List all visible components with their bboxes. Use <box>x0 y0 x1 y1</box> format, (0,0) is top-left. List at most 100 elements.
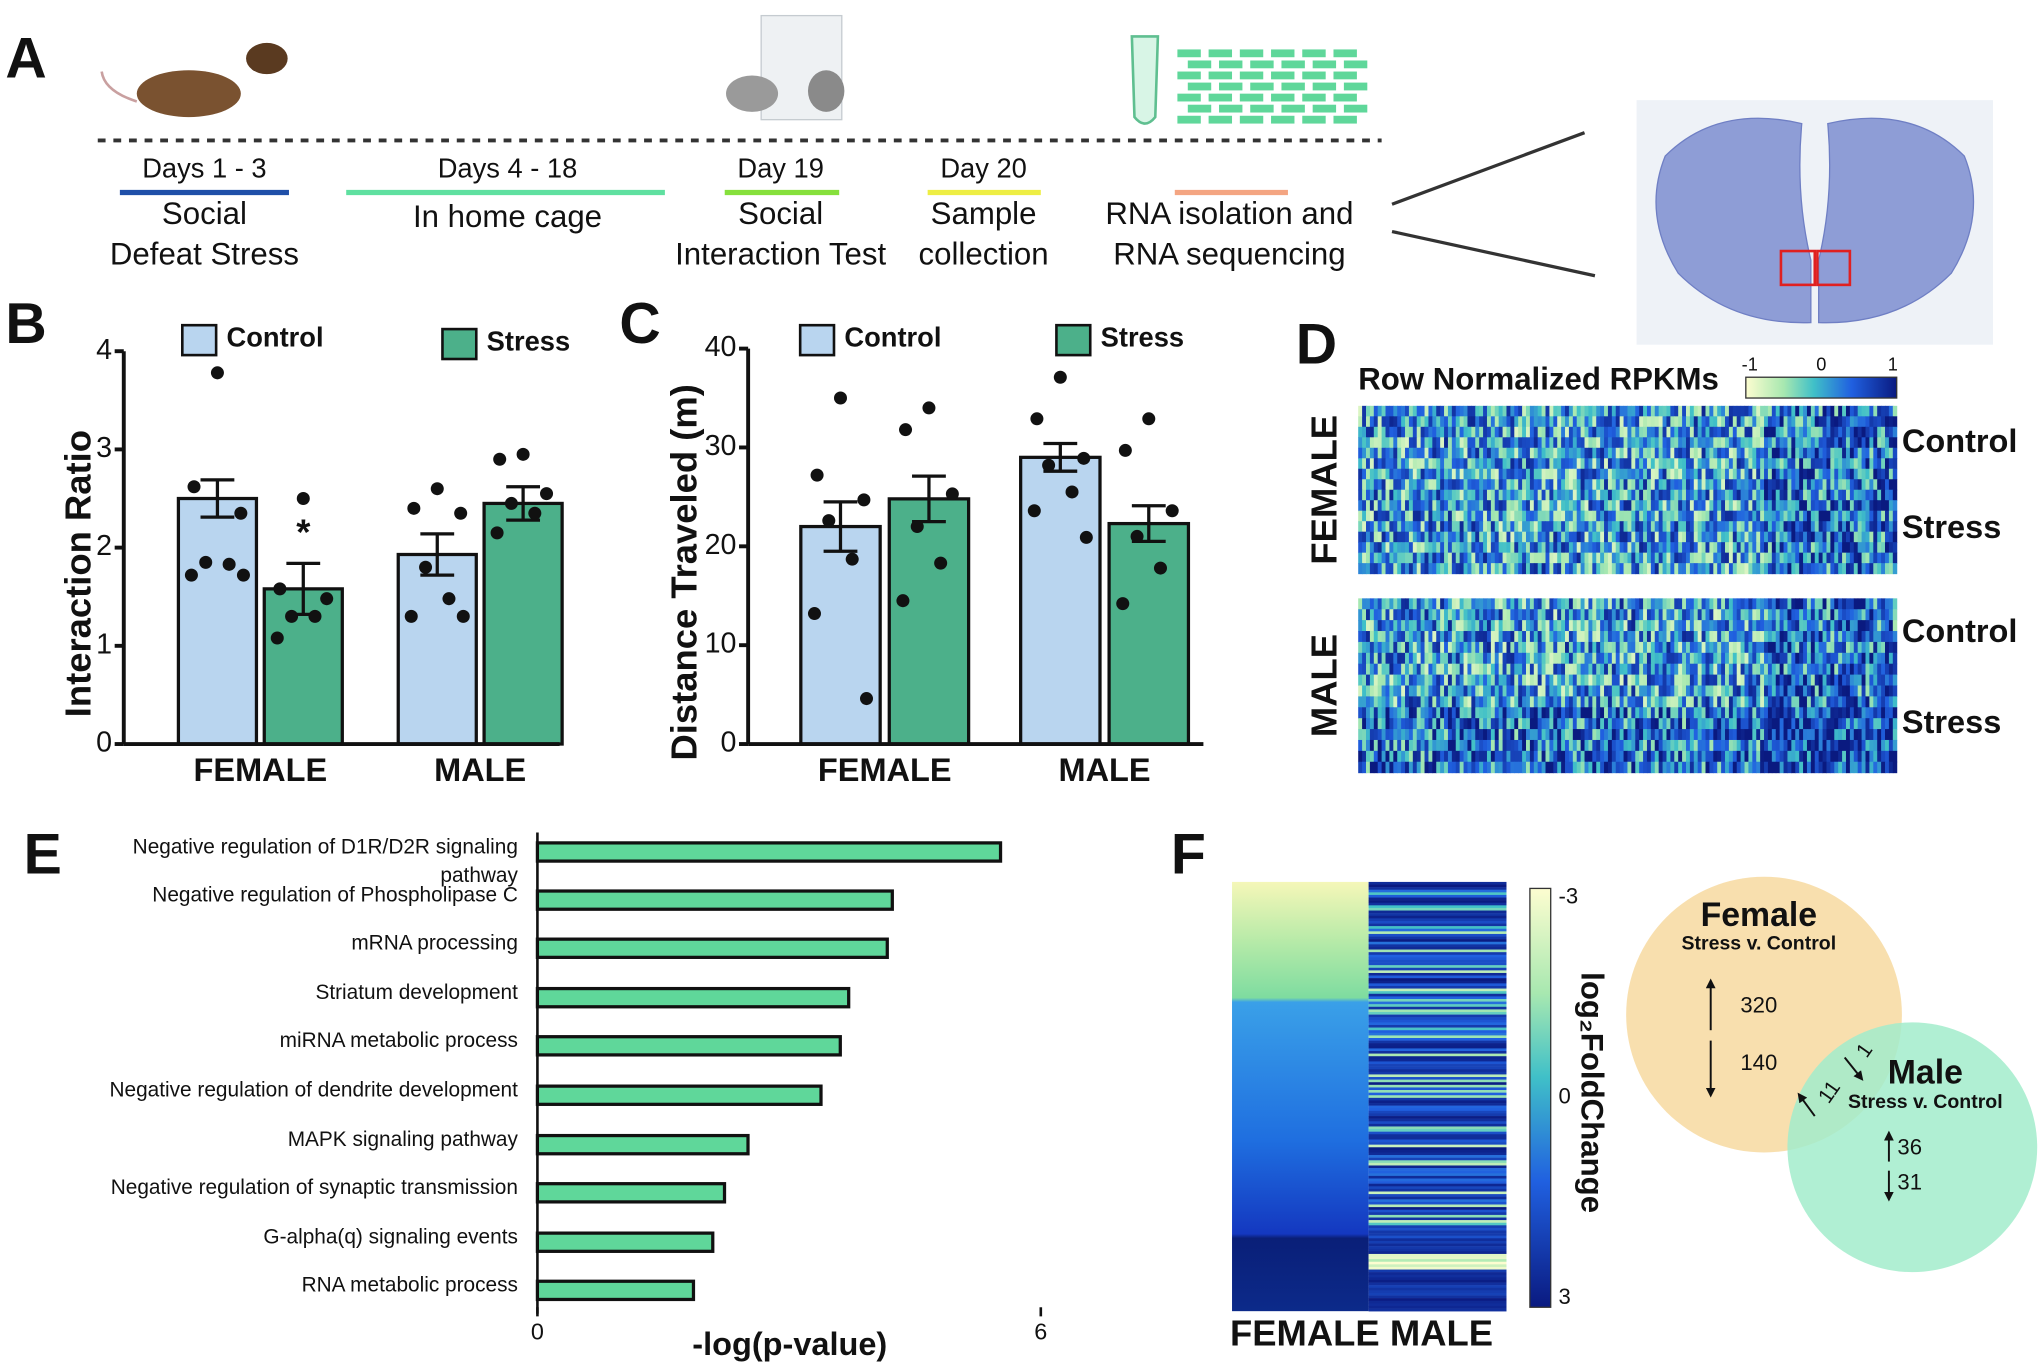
heatmap-cell <box>1483 521 1487 532</box>
heatmap-cell <box>1467 598 1471 609</box>
heatmap-cell <box>1612 762 1616 773</box>
heatmap-cell <box>1885 437 1889 448</box>
category-label: mRNA processing <box>13 933 518 959</box>
heatmap-cell <box>1850 511 1854 522</box>
heatmap-cell <box>1382 751 1386 762</box>
heatmap-cell <box>1386 542 1390 553</box>
heatmap-cell <box>1709 427 1713 438</box>
heatmap-cell <box>1624 448 1628 459</box>
heatmap-cell <box>1588 642 1592 653</box>
heatmap-cell <box>1858 653 1862 664</box>
heatmap-cell <box>1405 642 1409 653</box>
heatmap-cell <box>1464 598 1468 609</box>
heatmap-cell <box>1495 469 1499 480</box>
heatmap-cell <box>1510 675 1514 686</box>
heatmap-cell <box>1534 609 1538 620</box>
heatmap-cell <box>1389 707 1393 718</box>
heatmap-cell <box>1811 664 1815 675</box>
heatmap-cell <box>1577 511 1581 522</box>
heatmap-cell <box>1553 707 1557 718</box>
heatmap-cell <box>1534 427 1538 438</box>
heatmap-cell <box>1565 642 1569 653</box>
heatmap-cell <box>1745 653 1749 664</box>
heatmap-cell <box>1444 620 1448 631</box>
heatmap-cell <box>1421 563 1425 574</box>
heatmap-cell <box>1382 642 1386 653</box>
heatmap-cell <box>1725 532 1729 543</box>
heatmap-cell <box>1569 609 1573 620</box>
heatmap-cell <box>1682 490 1686 501</box>
heatmap-cell <box>1495 532 1499 543</box>
heatmap-cell <box>1869 642 1873 653</box>
heatmap-cell <box>1432 751 1436 762</box>
heatmap-cell <box>1764 598 1768 609</box>
heatmap-cell <box>1425 620 1429 631</box>
heatmap-cell <box>1698 729 1702 740</box>
heatmap-cell <box>1846 553 1850 564</box>
heatmap-cell <box>1655 542 1659 553</box>
heatmap-cell <box>1780 458 1784 469</box>
heatmap-cell <box>1862 675 1866 686</box>
heatmap-cell <box>1737 762 1741 773</box>
heatmap-cell <box>1616 490 1620 501</box>
mouse <box>726 75 778 111</box>
heatmap-cell <box>1526 762 1530 773</box>
heatmap-cell <box>1823 469 1827 480</box>
heatmap-cell <box>1748 653 1752 664</box>
heatmap-cell <box>1542 500 1546 511</box>
heatmap-cell <box>1510 631 1514 642</box>
heatmap-cell <box>1745 631 1749 642</box>
heatmap-stripe <box>1369 1056 1507 1059</box>
heatmap-cell <box>1389 740 1393 751</box>
heatmap-cell <box>1378 448 1382 459</box>
heatmap-cell <box>1530 686 1534 697</box>
heatmap-cell <box>1378 479 1382 490</box>
heatmap-cell <box>1604 686 1608 697</box>
heatmap-cell <box>1452 511 1456 522</box>
heatmap-cell <box>1709 469 1713 480</box>
heatmap-cell <box>1745 437 1749 448</box>
heatmap-cell <box>1826 609 1830 620</box>
heatmap-cell <box>1752 762 1756 773</box>
heatmap-cell <box>1467 609 1471 620</box>
heatmap-cell <box>1666 718 1670 729</box>
heatmap-cell <box>1748 427 1752 438</box>
heatmap-cell <box>1612 740 1616 751</box>
heatmap-cell <box>1838 542 1842 553</box>
heatmap-cell <box>1475 553 1479 564</box>
heatmap-cell <box>1620 751 1624 762</box>
heatmap-cell <box>1678 675 1682 686</box>
heatmap-cell <box>1514 751 1518 762</box>
heatmap-cell <box>1768 751 1772 762</box>
heatmap-cell <box>1706 598 1710 609</box>
heatmap-cell <box>1413 675 1417 686</box>
heatmap-cell <box>1534 479 1538 490</box>
heatmap-cell <box>1643 664 1647 675</box>
heatmap-cell <box>1522 686 1526 697</box>
heatmap-cell <box>1846 696 1850 707</box>
heatmap-cell <box>1725 427 1729 438</box>
heatmap-stripe <box>1369 955 1507 958</box>
heatmap-cell <box>1803 642 1807 653</box>
heatmap-cell <box>1620 458 1624 469</box>
heatmap-cell <box>1627 448 1631 459</box>
heatmap-cell <box>1811 448 1815 459</box>
heatmap-cell <box>1503 609 1507 620</box>
heatmap-cell <box>1795 762 1799 773</box>
heatmap-stripe <box>1369 1017 1507 1020</box>
heatmap-cell <box>1585 416 1589 427</box>
heatmap-cell <box>1467 490 1471 501</box>
heatmap-cell <box>1760 416 1764 427</box>
heatmap-cell <box>1565 532 1569 543</box>
heatmap-cell <box>1893 448 1897 459</box>
heatmap-cell <box>1830 416 1834 427</box>
heatmap-cell <box>1428 653 1432 664</box>
heatmap-cell <box>1717 521 1721 532</box>
heatmap-cell <box>1873 511 1877 522</box>
heatmap-cell <box>1729 532 1733 543</box>
heatmap-cell <box>1881 707 1885 718</box>
heatmap-stripe <box>1369 934 1507 937</box>
heatmap-cell <box>1772 437 1776 448</box>
heatmap-cell <box>1514 521 1518 532</box>
heatmap-cell <box>1542 521 1546 532</box>
